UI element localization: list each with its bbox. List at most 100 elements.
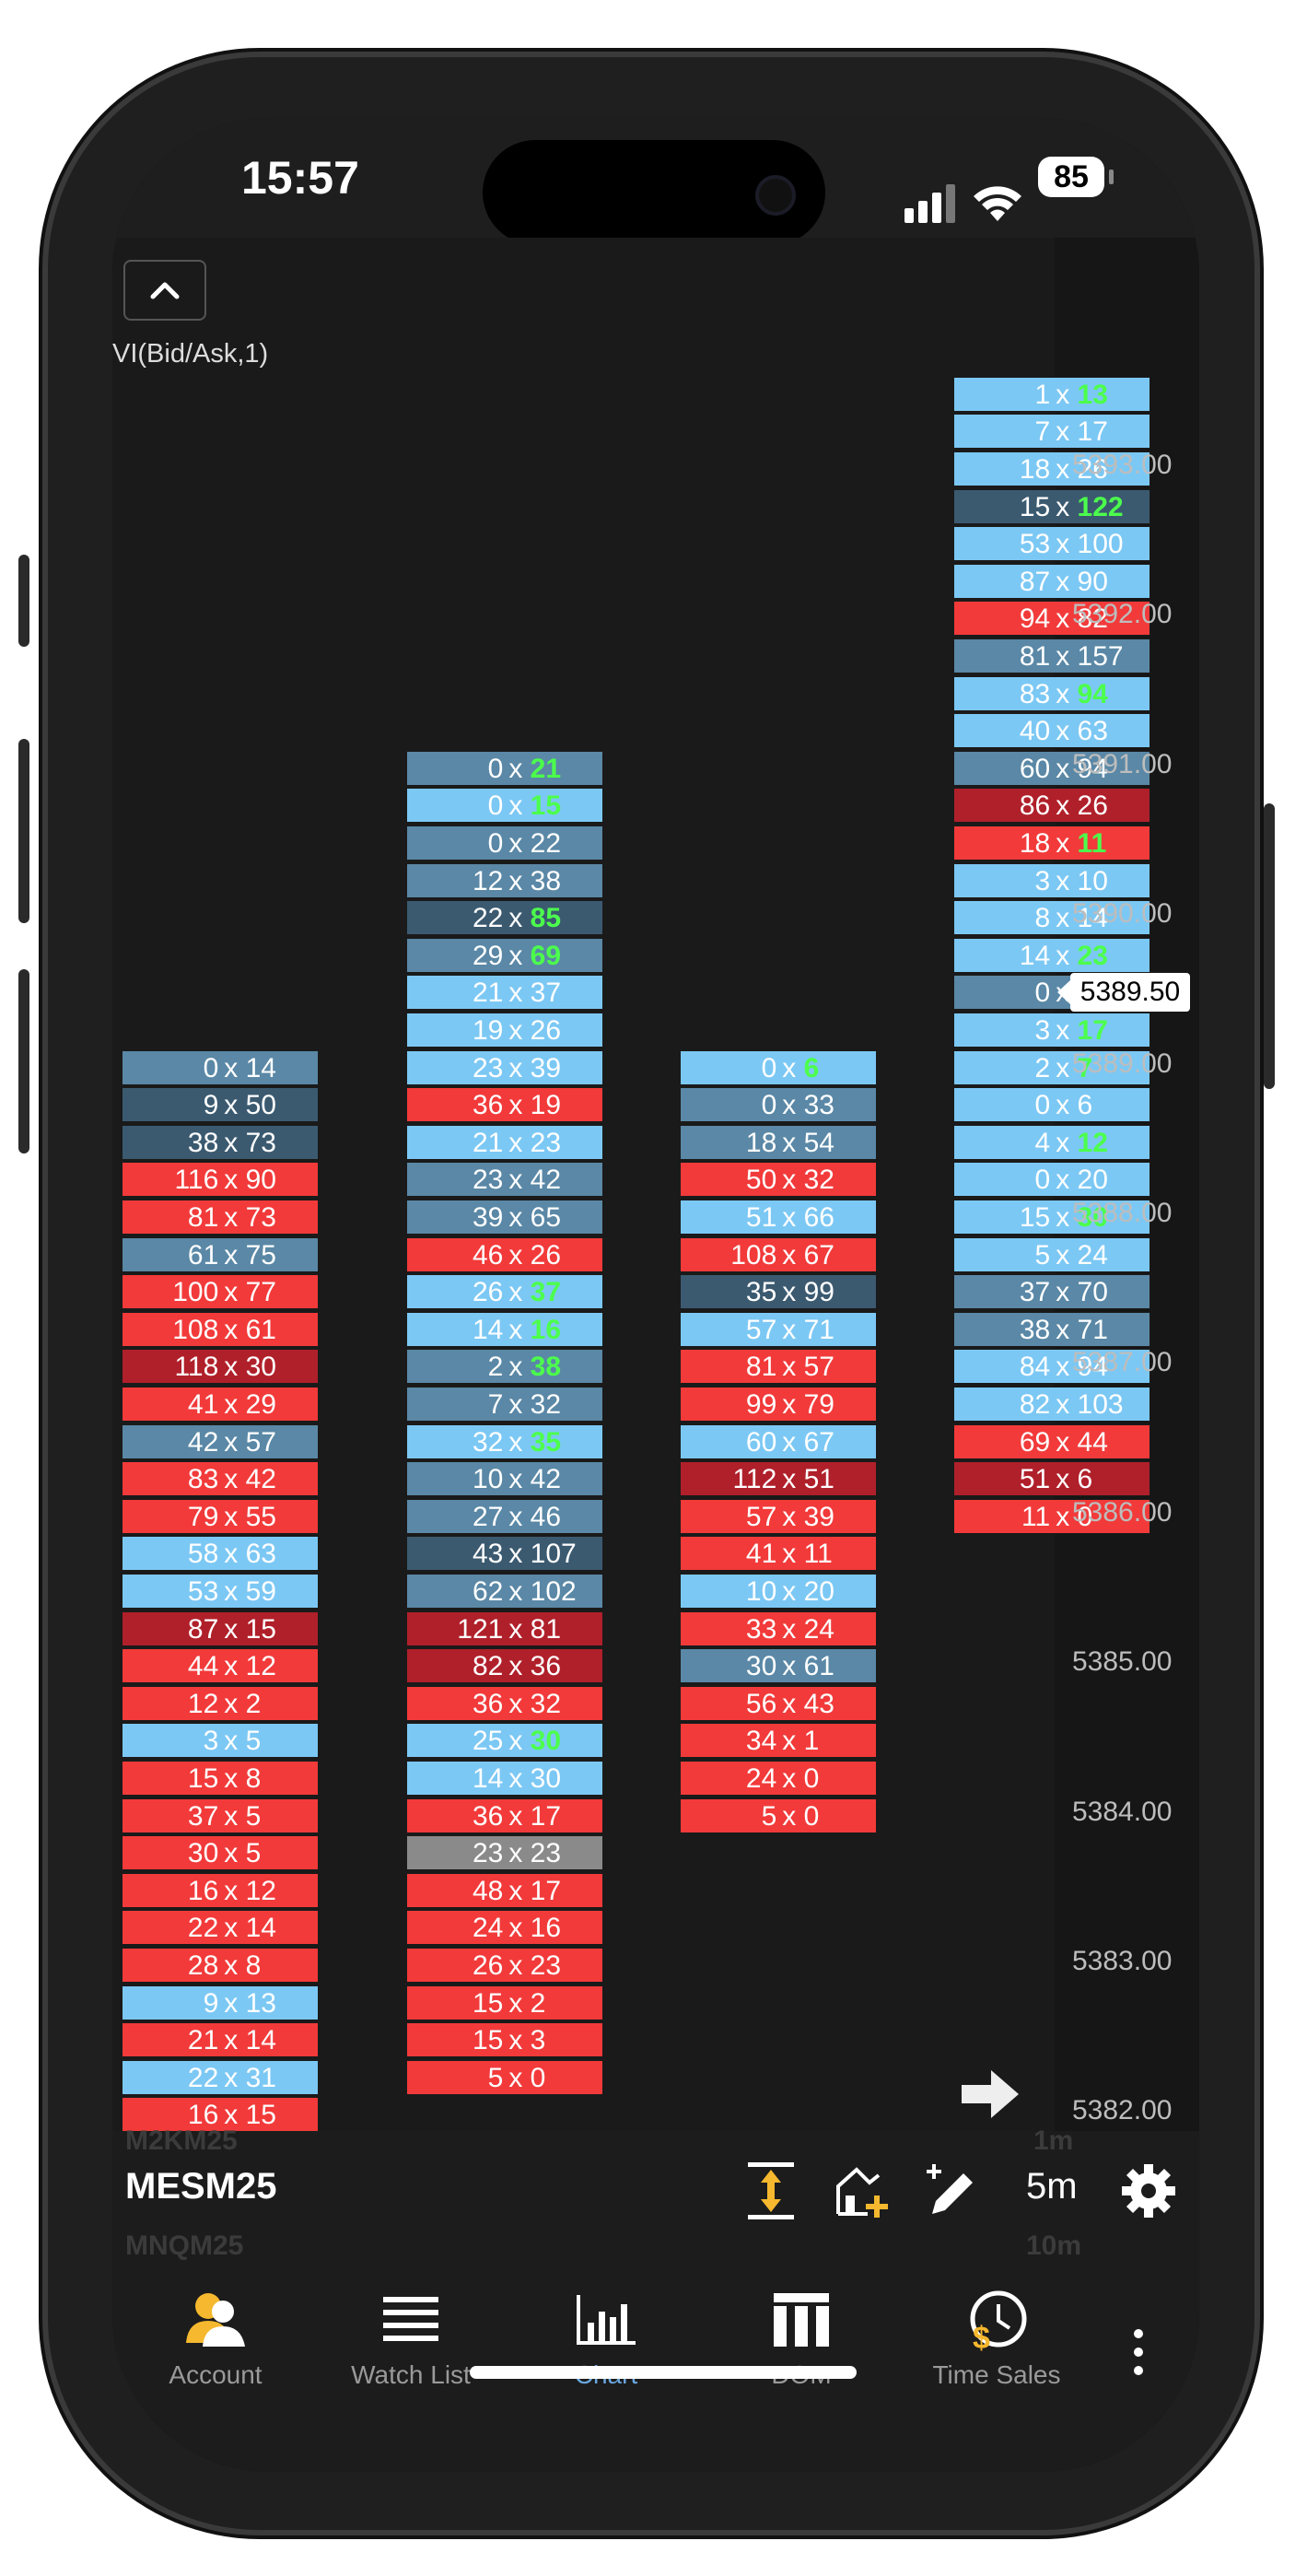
footprint-cell: 94 x 82: [953, 601, 1151, 637]
gear-icon[interactable]: [1116, 2159, 1181, 2223]
footprint-cell: 62 x 102: [406, 1574, 604, 1609]
drawing-tools-icon[interactable]: [921, 2159, 986, 2223]
more-options-icon[interactable]: [1133, 2326, 1144, 2378]
footprint-cell: 41 x 11: [680, 1536, 878, 1572]
bid-volume: 22: [472, 903, 504, 934]
ask-volume: x 81: [508, 1613, 562, 1645]
ask-volume: x 8: [224, 1950, 262, 1981]
tab-label: Watch List: [351, 2360, 471, 2389]
bid-volume: 0: [487, 753, 504, 784]
footprint-cell: 26 x 37: [406, 1274, 604, 1310]
bid-volume: 60: [1019, 753, 1051, 784]
ask-volume: x 71: [1056, 1314, 1108, 1345]
ask-volume: x 36: [508, 1651, 562, 1682]
footprint-cell: 25 x 30: [406, 1723, 604, 1759]
bid-volume: 84: [1019, 1352, 1051, 1383]
ask-volume: x 11: [1056, 828, 1107, 859]
price-tick-label: 5386.00: [1072, 1496, 1173, 1528]
ask-volume: x 26: [508, 1239, 562, 1270]
ask-volume: x 15: [508, 790, 562, 822]
bid-volume: 29: [472, 940, 504, 971]
bid-volume: 82: [472, 1651, 504, 1682]
bid-volume: 7: [1034, 416, 1051, 448]
footprint-cell: 79 x 55: [122, 1498, 320, 1534]
footprint-cell: 53 x 100: [953, 526, 1151, 562]
bid-volume: 26: [472, 1277, 504, 1308]
collapse-panel-button[interactable]: [123, 260, 206, 321]
bid-volume: 36: [472, 1800, 504, 1832]
tab-watch-list[interactable]: Watch List: [319, 2288, 503, 2390]
tab-chart[interactable]: Chart: [514, 2288, 698, 2390]
ask-volume: x 13: [224, 1987, 276, 2019]
bid-volume: 1: [1034, 379, 1051, 410]
symbol-picker[interactable]: MESM25: [125, 2166, 277, 2207]
footprint-cell: 40 x 63: [953, 713, 1151, 749]
ask-volume: x 6: [1056, 1090, 1093, 1121]
footprint-cell: 10 x 20: [680, 1574, 878, 1609]
ask-volume: x 0: [782, 1763, 820, 1794]
ask-volume: x 29: [224, 1389, 276, 1420]
timeframe-prev[interactable]: 1m: [1033, 2125, 1074, 2156]
bid-volume: 26: [472, 1950, 504, 1981]
symbol-picker-next[interactable]: MNQM25: [125, 2231, 244, 2261]
bid-volume: 23: [472, 1165, 504, 1196]
bid-volume: 24: [745, 1763, 777, 1794]
ask-volume: x 5: [224, 1838, 262, 1869]
auto-scale-icon[interactable]: [739, 2159, 803, 2223]
ask-volume: x 20: [782, 1576, 834, 1607]
footprint-cell: 57 x 71: [680, 1311, 878, 1347]
add-study-icon[interactable]: [831, 2159, 895, 2223]
symbol-picker-prev[interactable]: M2KM25: [125, 2125, 238, 2156]
bid-volume: 15: [472, 1987, 504, 2019]
bid-volume: 36: [472, 1090, 504, 1121]
ask-volume: x 42: [224, 1464, 276, 1495]
footprint-cell: 99 x 79: [680, 1387, 878, 1422]
footprint-cell: 22 x 85: [406, 900, 604, 936]
ask-volume: x 38: [508, 1352, 562, 1383]
ask-volume: x 85: [508, 903, 562, 934]
bid-volume: 53: [1019, 529, 1051, 560]
footprint-cell: 35 x 99: [680, 1274, 878, 1310]
footprint-cell: 11 x 0: [953, 1498, 1151, 1534]
footprint-cell: 48 x 17: [406, 1872, 604, 1908]
timeframe-selector[interactable]: 5m: [1026, 2166, 1078, 2207]
cellular-signal-icon: [904, 184, 955, 223]
current-price-label: 5389.50: [1057, 973, 1190, 1013]
footprint-cell: 24 x 0: [680, 1761, 878, 1796]
scroll-to-latest-arrow-icon[interactable]: [958, 2067, 1022, 2122]
price-tick-label: 5390.00: [1072, 898, 1173, 930]
ask-volume: x 16: [508, 1913, 562, 1944]
footprint-cell: 60 x 67: [680, 1423, 878, 1459]
footprint-cell: 18 x 54: [680, 1124, 878, 1160]
bid-volume: 32: [472, 1426, 504, 1458]
ask-volume: x 61: [782, 1651, 834, 1682]
ask-volume: x 15: [224, 1613, 276, 1645]
ask-volume: x 31: [224, 2062, 276, 2093]
timeframe-next[interactable]: 10m: [1026, 2231, 1082, 2261]
bid-volume: 9: [203, 1987, 219, 2019]
bid-volume: 69: [1019, 1426, 1051, 1458]
bid-volume: 51: [1019, 1464, 1051, 1495]
bid-volume: 21: [472, 1127, 504, 1158]
footprint-cell: 12 x 38: [406, 862, 604, 898]
ask-volume: x 66: [782, 1202, 834, 1233]
tab-account[interactable]: Account: [123, 2288, 308, 2390]
bid-volume: 81: [1019, 641, 1051, 672]
tab-time-sales[interactable]: $ Time Sales: [904, 2288, 1089, 2390]
ask-volume: x 69: [508, 940, 562, 971]
bid-volume: 87: [1019, 566, 1051, 597]
status-bar: 15:57 85: [112, 118, 1199, 245]
footprint-cell: 12 x 2: [122, 1685, 320, 1721]
ask-volume: x 26: [1056, 790, 1108, 822]
bid-volume: 21: [187, 2025, 219, 2056]
bid-volume: 37: [1019, 1277, 1051, 1308]
footprint-cell: 53 x 59: [122, 1574, 320, 1609]
footprint-cell: 15 x 30: [953, 1200, 1151, 1235]
footprint-cell: 19 x 26: [406, 1013, 604, 1048]
ask-volume: x 0: [1056, 1501, 1093, 1532]
footprint-cell: 51 x 66: [680, 1200, 878, 1235]
